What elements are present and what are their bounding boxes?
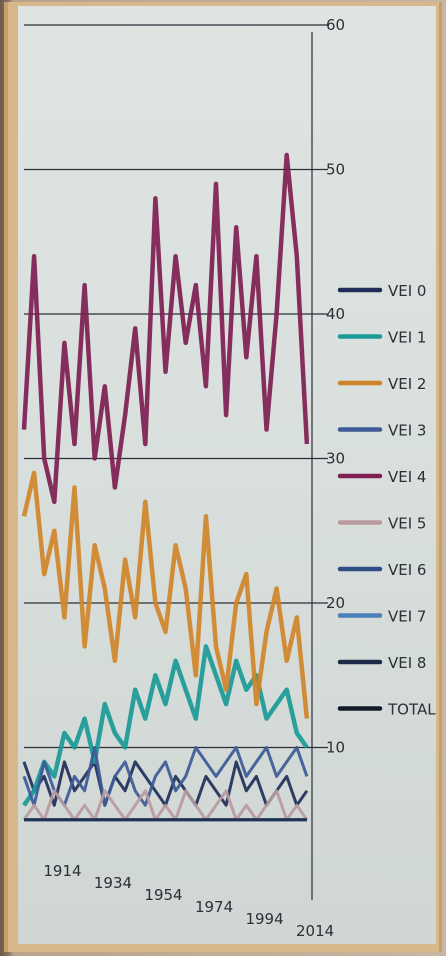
y-tick-label-30: 30: [326, 450, 345, 468]
x-tick-label-1934: 1934: [94, 874, 132, 892]
x-tick-label-1994: 1994: [245, 910, 283, 928]
legend-label-vei-3: VEI 3: [388, 422, 426, 440]
x-tick-labels: 1914 1934 1954 1974 1994 2014: [43, 862, 334, 940]
legend-label-vei-8: VEI 8: [388, 654, 426, 672]
series-line-vei-1: [22, 644, 309, 807]
y-tick-label-40: 40: [326, 305, 345, 323]
x-tick-label-1974: 1974: [195, 898, 233, 916]
series-lines: [21, 152, 310, 822]
x-tick-label-1954: 1954: [144, 886, 182, 904]
y-tick-label-20: 20: [326, 594, 345, 612]
y-tick-label-60: 60: [326, 16, 345, 34]
x-tick-label-1914: 1914: [43, 862, 81, 880]
series-line-vei-5: [22, 789, 309, 822]
legend-label-vei-5: VEI 5: [388, 515, 426, 533]
y-tick-label-10: 10: [326, 739, 345, 757]
legend-label-vei-2: VEI 2: [388, 375, 426, 393]
legend-label-vei-4: VEI 4: [388, 468, 426, 486]
series-line-vei-4: [21, 152, 310, 505]
legend-label-total: TOTAL: [387, 701, 436, 719]
x-tick-label-2014: 2014: [296, 922, 334, 940]
series-line-vei-2: [21, 470, 310, 719]
legend: VEI 0 VEI 1 VEI 2 VEI 3 VEI 4 VEI 5 VEI 6 VEI 7…: [337, 282, 436, 719]
y-tick-label-50: 50: [326, 161, 345, 179]
legend-label-vei-1: VEI 1: [388, 329, 426, 347]
legend-label-vei-0: VEI 0: [388, 282, 426, 300]
legend-label-vei-6: VEI 6: [388, 561, 426, 579]
legend-label-vei-7: VEI 7: [388, 608, 426, 626]
series-line-vei-3: [22, 746, 309, 807]
y-tick-labels: 10 20 30 40 50 60: [326, 16, 345, 757]
